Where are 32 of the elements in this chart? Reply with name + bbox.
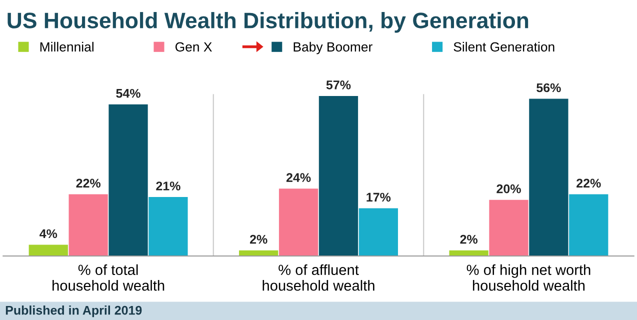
- data-label: 2%: [250, 234, 268, 244]
- x-tick-label: % of affluent household wealth: [262, 264, 374, 291]
- x-tick-label: % of total household wealth: [52, 264, 164, 291]
- bar: [529, 98, 568, 256]
- bar: [68, 194, 108, 256]
- data-label: 54%: [116, 88, 140, 98]
- text: Published in April 2019: [6, 306, 142, 318]
- legend-label: Gen X: [175, 42, 212, 52]
- legend-label: Millennial: [40, 42, 94, 52]
- bar: [148, 197, 188, 256]
- bar: [278, 188, 318, 256]
- bar: [108, 104, 148, 256]
- bar: [449, 250, 488, 256]
- data-label: 56%: [536, 83, 561, 92]
- legend-label: Baby Boomer: [294, 42, 372, 54]
- data-label: 22%: [76, 178, 100, 188]
- bar: [489, 200, 528, 256]
- data-label: 22%: [576, 178, 601, 188]
- data-label: 57%: [326, 80, 351, 90]
- bar: [318, 96, 358, 256]
- bar: [569, 194, 608, 256]
- data-label: 2%: [460, 234, 478, 244]
- data-label: 24%: [286, 173, 311, 182]
- x-tick-label: % of high net worth household wealth: [466, 264, 590, 291]
- chart-title: US Household Wealth Distribution, by Generation: [8, 12, 528, 33]
- data-label: 20%: [496, 184, 521, 194]
- data-label: 21%: [156, 182, 180, 190]
- legend-label: Silent Generation: [454, 42, 554, 52]
- data-label: 17%: [366, 192, 391, 202]
- bar: [358, 208, 398, 256]
- data-label: 4%: [40, 229, 58, 238]
- bar: [28, 244, 68, 256]
